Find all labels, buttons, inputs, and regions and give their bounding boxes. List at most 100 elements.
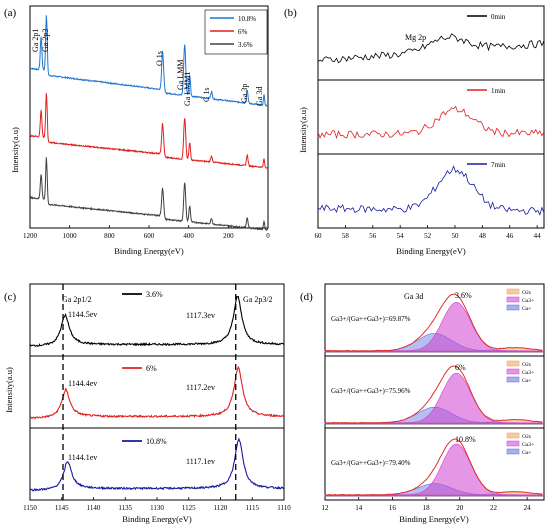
envelope-line <box>324 438 543 496</box>
legend-label: Ga3+ <box>522 370 534 376</box>
peak-value-label: 1144.4ev <box>68 379 97 388</box>
panel-b: (b) 60 58 56 54 52 50 48 46 44 0min 1min 7min Mg 2… <box>284 5 545 256</box>
peak-label: Ga 3p <box>240 84 249 103</box>
series-line-6% <box>29 93 269 169</box>
panel-d-labels: 3.6% Ga3+/(Ga++Ga3+)=69.87% O2s Ga3+ Ga+ 6% Ga… <box>331 288 534 467</box>
peak-value-label: 1117.2ev <box>186 383 215 392</box>
peak-label: O 1s <box>155 51 164 66</box>
legend-label: O2s <box>522 362 531 368</box>
series-line-7min <box>317 165 545 216</box>
ratio-label: Ga3+/(Ga++Ga3+)=79.40% <box>331 459 411 467</box>
legend-swatch <box>506 304 520 311</box>
peak-value-label: 1117.1ev <box>186 457 215 466</box>
legend-label: O2s <box>522 434 531 440</box>
sample-label: 10.8% <box>455 435 476 444</box>
panel-d: (d) 12 14 16 18 20 22 24 3.6% Ga3+/(Ga++Ga3+)=6… <box>300 283 545 524</box>
sample-label: 3.6% <box>455 291 472 300</box>
panel-b-xlabel: Binding Energy(eV) <box>396 246 466 256</box>
x-tick-label: 56 <box>369 232 377 240</box>
x-tick-label: 60 <box>315 232 323 240</box>
legend-label: Ga3+ <box>522 298 534 304</box>
ratio-label: Ga3+/(Ga++Ga3+)=69.87% <box>331 315 411 323</box>
series-line-3.6% <box>29 157 269 231</box>
panel-d-frame <box>324 283 545 501</box>
legend-swatch <box>506 448 520 455</box>
legend-swatch <box>506 376 520 383</box>
panel-c-x-ticks: 1150 1145 1140 1135 1130 1125 1120 1115 1110 <box>23 497 291 512</box>
legend-swatch <box>506 288 520 295</box>
x-tick-label: 22 <box>490 504 498 512</box>
x-tick-label: 46 <box>506 232 514 240</box>
x-tick-label: 1125 <box>182 504 196 512</box>
x-tick-label: 1145 <box>55 504 69 512</box>
panel-b-x-ticks: 60 58 56 54 52 50 48 46 44 <box>315 225 542 240</box>
x-tick-label: 1000 <box>63 232 78 240</box>
legend-label: 3.6% <box>146 290 163 299</box>
peak-value-label: 1144.5ev <box>68 310 97 319</box>
x-tick-label: 44 <box>534 232 542 240</box>
legend-label: 10.8% <box>238 15 256 23</box>
peak-label: Ga 2p1/2 <box>62 295 92 304</box>
legend-label: 3.6% <box>238 41 253 49</box>
x-tick-label: 20 <box>456 504 464 512</box>
x-tick-label: 14 <box>355 504 363 512</box>
panel-b-annotation: Mg 2p <box>405 33 426 42</box>
x-tick-label: 54 <box>397 232 405 240</box>
x-tick-label: 58 <box>342 232 350 240</box>
x-tick-label: 1110 <box>277 504 291 512</box>
legend-label: O2s <box>522 290 531 296</box>
panel-d-annotation: Ga 3d <box>404 292 423 301</box>
panel-d-label: (d) <box>300 291 313 303</box>
legend-label: 10.8% <box>146 437 167 446</box>
peak-label: Ga 2p1 <box>31 29 40 52</box>
envelope-line <box>324 365 543 424</box>
x-tick-label: 1120 <box>214 504 228 512</box>
legend-swatch <box>506 360 520 367</box>
legend-swatch <box>506 440 520 447</box>
legend-label: Ga3+ <box>522 442 534 448</box>
panel-c-xlabel: Binding Energy(eV) <box>122 514 192 524</box>
panel-a-x-ticks: 1200 1000 800 600 400 200 0 <box>23 225 270 240</box>
series-line-6% <box>29 365 285 420</box>
panel-a-legend <box>204 9 268 55</box>
panel-a-ylabel: Intensity(a.u) <box>10 127 20 173</box>
x-tick-label: 400 <box>183 232 194 240</box>
legend-label: 0min <box>491 13 506 21</box>
panel-d-plot <box>324 293 544 497</box>
peak-label: Ga LMM1 <box>183 72 192 106</box>
panel-d-xlabel: Binding Energy(eV) <box>399 514 469 524</box>
panel-b-plot <box>317 33 545 216</box>
legend-label: 1min <box>491 87 506 95</box>
series-line-1min <box>317 105 545 140</box>
x-tick-label: 1135 <box>118 504 132 512</box>
x-tick-label: 1115 <box>246 504 260 512</box>
panel-c-label: (c) <box>4 291 17 303</box>
x-tick-label: 1140 <box>87 504 101 512</box>
panel-a-xlabel: Binding Energy(eV) <box>114 246 184 256</box>
x-tick-label: 800 <box>104 232 115 240</box>
series-line-10.8% <box>29 437 285 492</box>
panel-c-labels: Ga 2p1/2 Ga 2p3/2 3.6% 1144.5ev 1117.3ev 6% 11… <box>62 290 273 466</box>
peak-label: Ga 2p3/2 <box>243 295 273 304</box>
sample-label: 6% <box>455 363 466 372</box>
x-tick-label: 1150 <box>23 504 37 512</box>
peak-label: Ga 3d <box>255 87 264 106</box>
series-line-10.8% <box>29 15 269 107</box>
panel-a-label: (a) <box>4 7 17 19</box>
x-tick-label: 52 <box>424 232 432 240</box>
panel-c-plot <box>29 284 285 500</box>
x-tick-label: 24 <box>524 504 532 512</box>
x-tick-label: 200 <box>223 232 234 240</box>
panel-b-ylabel: Intensity(a.u) <box>298 107 308 153</box>
x-tick-label: 1200 <box>23 232 38 240</box>
x-tick-label: 600 <box>144 232 155 240</box>
envelope-line <box>324 293 543 352</box>
legend-swatch <box>506 296 520 303</box>
x-tick-label: 16 <box>389 504 397 512</box>
panel-c: (c) 1150 1145 1140 1135 1130 1125 1120 1115 1110… <box>4 283 291 524</box>
x-tick-label: 0 <box>266 232 270 240</box>
peak-value-label: 1117.3ev <box>186 311 215 320</box>
legend-swatch <box>506 368 520 375</box>
